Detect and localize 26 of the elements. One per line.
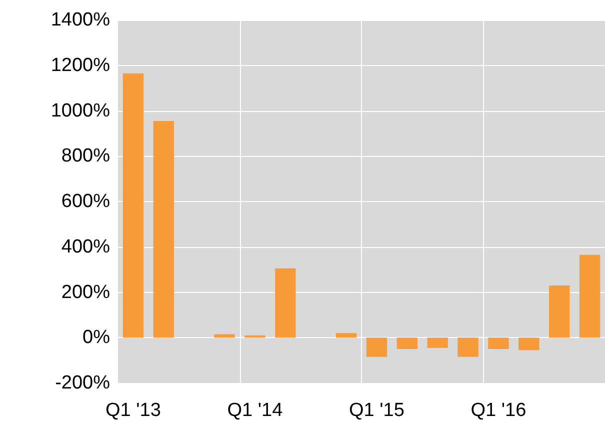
bar — [548, 285, 570, 338]
bar — [488, 338, 509, 349]
y-tick-label: -200% — [55, 372, 110, 394]
bar — [275, 268, 296, 338]
bar — [153, 120, 174, 338]
bar — [366, 338, 388, 357]
bar — [122, 73, 144, 338]
bar — [427, 338, 448, 348]
y-tick-label: 0% — [82, 327, 110, 348]
y-tick-label: 200% — [61, 282, 110, 303]
y-tick-label: 1200% — [50, 54, 110, 76]
x-tick-label: Q1 '14 — [227, 400, 284, 421]
bar — [579, 254, 600, 338]
x-tick-label: Q1 '13 — [106, 400, 161, 421]
bar — [518, 338, 540, 350]
bar — [458, 338, 478, 357]
y-tick-label: 400% — [61, 236, 110, 258]
bar — [396, 338, 418, 349]
y-tick-label: 600% — [61, 191, 110, 212]
y-tick-label: 1400% — [50, 10, 110, 30]
x-tick-label: Q1 '15 — [349, 400, 404, 421]
bar — [214, 334, 235, 338]
y-tick-label: 1000% — [50, 100, 110, 122]
y-tick-label: 800% — [61, 146, 110, 167]
bar — [336, 333, 357, 338]
x-tick-label: Q1 '16 — [470, 400, 526, 421]
